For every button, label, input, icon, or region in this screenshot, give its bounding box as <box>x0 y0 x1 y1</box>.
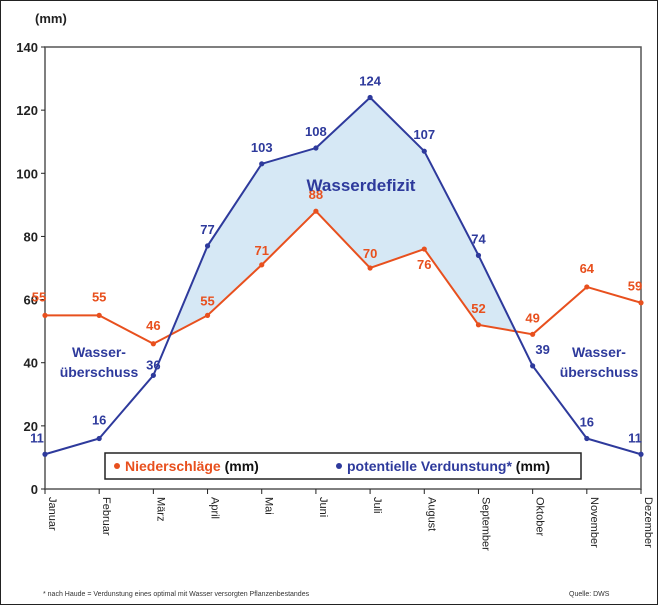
verdunstung-point <box>638 451 644 457</box>
niederschlag-point <box>313 208 319 214</box>
niederschlag-line <box>45 209 642 345</box>
x-tick-label: Dezember <box>642 497 654 548</box>
niederschlag-point <box>42 312 48 318</box>
x-tick-label: Februar <box>100 497 112 536</box>
niederschlag-point <box>204 312 211 318</box>
verdunstung-data-label: 11 <box>628 430 642 445</box>
verdunstung-data-label: 103 <box>251 140 273 155</box>
niederschlag-data-label: 64 <box>580 261 595 276</box>
verdunstung-line <box>44 96 642 456</box>
niederschlag-data-label: 71 <box>254 243 268 258</box>
x-tick-label: Juli <box>371 497 383 514</box>
niederschlag-point <box>638 300 644 306</box>
source-note: Quelle: DWS <box>569 591 610 598</box>
niederschlag-data-label: 55 <box>92 289 106 304</box>
annotation-surplus-right: überschuss <box>560 364 639 380</box>
niederschlag-point <box>475 322 482 328</box>
x-tick-label: November <box>588 497 600 548</box>
verdunstung-data-label: 74 <box>471 231 486 246</box>
y-tick-label: 0 <box>31 482 38 497</box>
x-tick-label: August <box>425 497 437 531</box>
annotation-surplus-right: Wasser- <box>572 344 626 360</box>
y-tick-label: 140 <box>16 40 38 55</box>
verdunstung-point <box>367 94 373 101</box>
footnote: * nach Haude = Verdunstung eines optimal… <box>43 591 310 598</box>
niederschlag-data-label: 49 <box>525 310 539 325</box>
y-tick-label: 80 <box>24 229 38 244</box>
annotation-deficit: Wasserdefizit <box>307 176 416 195</box>
legend-box <box>104 452 582 480</box>
verdunstung-data-label: 36 <box>146 357 160 372</box>
niederschlag-point <box>584 284 590 290</box>
niederschlag-point <box>96 312 102 318</box>
x-tick-label: September <box>479 497 491 551</box>
niederschlag-data-label: 55 <box>32 289 46 304</box>
x-tick-label: Juni <box>317 497 329 517</box>
niederschlag-data-label: 88 <box>309 187 323 202</box>
legend-verdunstung-marker <box>336 463 342 469</box>
legend-verdunstung-label: potentielle Verdunstung* (mm) <box>347 458 550 474</box>
x-tick-label: März <box>154 497 166 521</box>
verdunstung-point <box>584 435 590 442</box>
niederschlag-data-label: 55 <box>200 293 214 308</box>
legend-niederschlag-label: Niederschläge (mm) <box>125 458 259 474</box>
x-tick-label: April <box>209 497 221 519</box>
verdunstung-point <box>313 145 319 151</box>
verdunstung-point <box>204 243 211 249</box>
y-tick-label: 20 <box>24 419 38 434</box>
verdunstung-data-label: 77 <box>200 222 214 237</box>
verdunstung-point <box>475 252 482 258</box>
verdunstung-data-label: 39 <box>535 342 549 357</box>
x-tick-label: Januar <box>46 497 58 531</box>
verdunstung-data-label: 107 <box>413 127 435 142</box>
legend-verdunstung-unit: (mm) <box>516 458 550 474</box>
niederschlag-data-label: 59 <box>628 279 642 294</box>
verdunstung-point <box>259 161 265 167</box>
verdunstung-point <box>150 372 156 378</box>
annotation-surplus-left: Wasser- <box>72 344 126 360</box>
legend-niederschlag-unit: (mm) <box>225 458 259 474</box>
y-tick-label: 100 <box>16 166 38 181</box>
niederschlag-point <box>150 341 156 347</box>
verdunstung-point <box>96 435 102 442</box>
niederschlag-point <box>367 265 373 271</box>
niederschlag-data-label: 46 <box>146 318 160 333</box>
niederschlag-data-label: 52 <box>471 301 485 316</box>
verdunstung-point <box>421 148 427 154</box>
x-tick-label: Oktober <box>534 497 546 536</box>
verdunstung-data-label: 124 <box>359 74 381 89</box>
legend-niederschlag-marker <box>114 463 120 469</box>
niederschlag-data-label: 70 <box>363 246 377 261</box>
verdunstung-data-label: 108 <box>305 124 327 139</box>
niederschlag-point <box>259 262 265 268</box>
verdunstung-data-label: 16 <box>580 414 594 429</box>
annotation-surplus-left: überschuss <box>60 364 139 380</box>
niederschlag-point <box>530 331 536 337</box>
y-tick-label: 120 <box>16 103 38 118</box>
y-unit-label: (mm) <box>35 11 67 26</box>
legend-niederschlag-name: Niederschläge <box>125 458 225 474</box>
y-tick-label: 40 <box>24 356 38 371</box>
legend-verdunstung-name: potentielle Verdunstung* <box>347 458 516 474</box>
plot-border <box>44 46 642 490</box>
niederschlag-data-label: 76 <box>417 257 431 272</box>
y-tick-label: 60 <box>24 293 38 308</box>
verdunstung-point <box>530 363 536 369</box>
x-tick-label: Mai <box>263 497 275 515</box>
verdunstung-data-label: 11 <box>30 430 44 445</box>
deficit-area <box>170 97 516 335</box>
niederschlag-point <box>421 246 427 252</box>
verdunstung-point <box>42 451 48 457</box>
verdunstung-data-label: 16 <box>92 412 106 427</box>
